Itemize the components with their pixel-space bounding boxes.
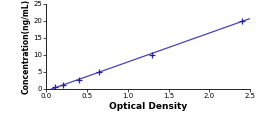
- Point: [97, 71, 101, 73]
- X-axis label: Optical Density: Optical Density: [109, 101, 188, 110]
- Point: [53, 86, 57, 88]
- Point: [77, 79, 81, 81]
- Point: [61, 84, 65, 86]
- Point: [240, 20, 244, 22]
- Point: [150, 54, 155, 56]
- Y-axis label: Concentration(ng/mL): Concentration(ng/mL): [21, 0, 30, 94]
